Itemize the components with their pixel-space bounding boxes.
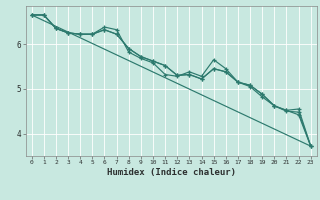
X-axis label: Humidex (Indice chaleur): Humidex (Indice chaleur)	[107, 168, 236, 177]
